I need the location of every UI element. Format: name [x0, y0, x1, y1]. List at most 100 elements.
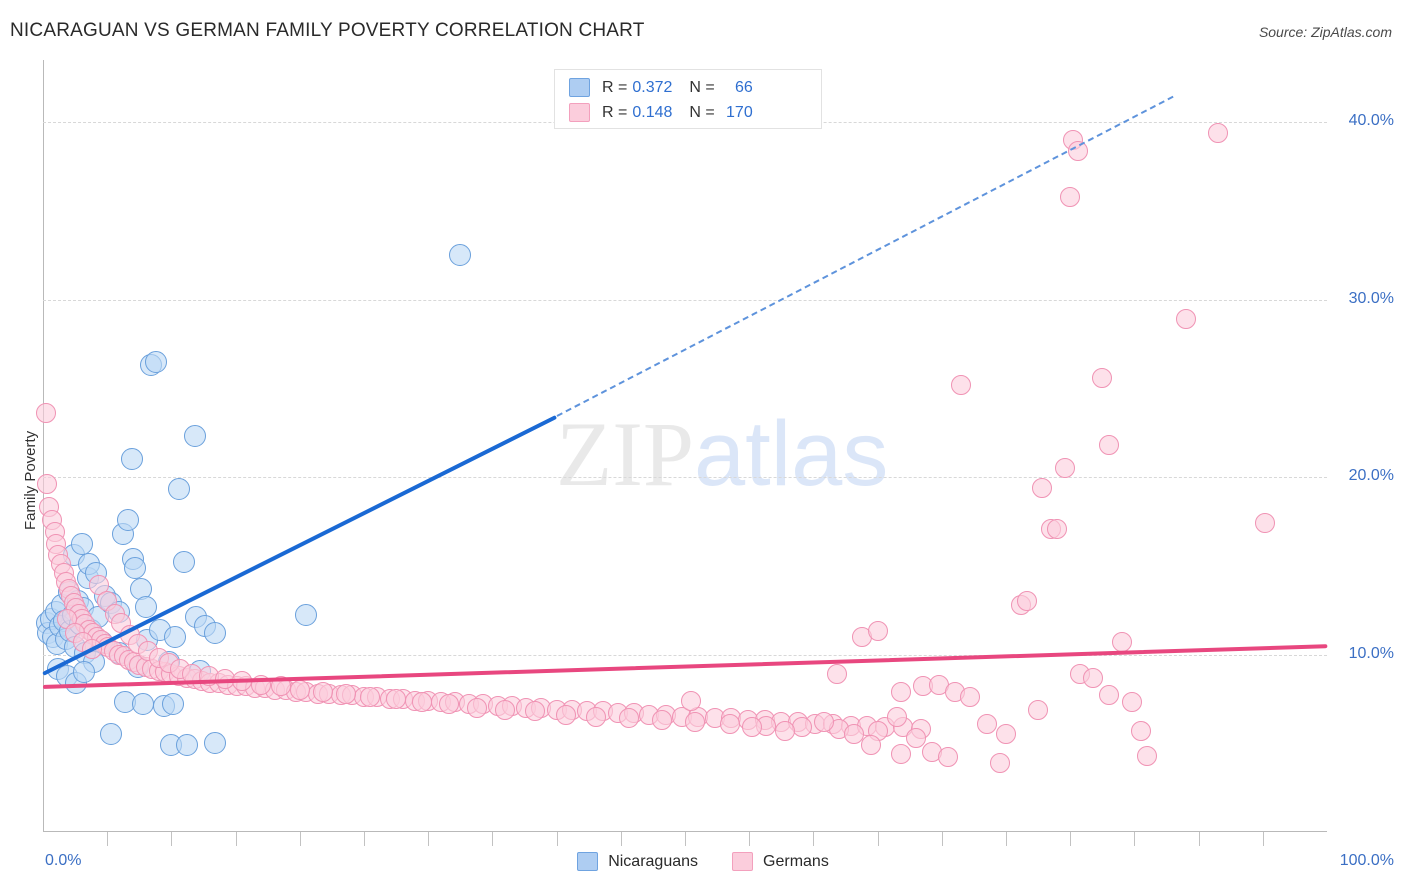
- y-axis-title: Family Poverty: [0, 70, 39, 530]
- data-point-germans[interactable]: [1092, 367, 1113, 388]
- data-point-germans[interactable]: [719, 713, 740, 734]
- data-point-germans[interactable]: [1083, 667, 1104, 688]
- r-value-blue: 0.372: [632, 78, 673, 96]
- data-point-germans[interactable]: [35, 403, 56, 424]
- data-point-nicaraguans[interactable]: [73, 661, 96, 684]
- stats-row-nicaraguans: R = 0.372 N = 66: [569, 75, 809, 100]
- data-point-germans[interactable]: [1130, 720, 1151, 741]
- data-point-germans[interactable]: [861, 735, 882, 756]
- data-point-germans[interactable]: [618, 708, 639, 729]
- data-point-germans[interactable]: [1028, 699, 1049, 720]
- x-axis-tick: [941, 832, 943, 846]
- data-point-germans[interactable]: [36, 474, 57, 495]
- data-point-germans[interactable]: [1055, 458, 1076, 479]
- data-point-nicaraguans[interactable]: [100, 723, 123, 746]
- data-point-germans[interactable]: [1137, 745, 1158, 766]
- data-point-germans[interactable]: [886, 706, 907, 727]
- data-point-nicaraguans[interactable]: [124, 556, 147, 579]
- data-point-nicaraguans[interactable]: [204, 732, 227, 755]
- data-point-germans[interactable]: [844, 724, 865, 745]
- data-point-germans[interactable]: [360, 687, 381, 708]
- data-point-germans[interactable]: [951, 374, 972, 395]
- data-point-germans[interactable]: [741, 717, 762, 738]
- data-point-germans[interactable]: [1031, 477, 1052, 498]
- data-point-germans[interactable]: [938, 747, 959, 768]
- data-point-germans[interactable]: [312, 681, 333, 702]
- data-point-nicaraguans[interactable]: [134, 595, 157, 618]
- data-point-germans[interactable]: [791, 717, 812, 738]
- data-point-germans[interactable]: [1175, 309, 1196, 330]
- legend-item-nicaraguans[interactable]: Nicaraguans: [577, 852, 698, 871]
- data-point-germans[interactable]: [524, 701, 545, 722]
- data-point-germans[interactable]: [906, 727, 927, 748]
- data-point-germans[interactable]: [386, 688, 407, 709]
- data-point-germans[interactable]: [989, 752, 1010, 773]
- r-label-pink: R =: [602, 103, 628, 121]
- data-point-nicaraguans[interactable]: [449, 244, 472, 267]
- data-point-germans[interactable]: [1098, 685, 1119, 706]
- x-axis-tick: [107, 832, 109, 846]
- page-title: NICARAGUAN VS GERMAN FAMILY POVERTY CORR…: [10, 20, 645, 41]
- legend-item-germans[interactable]: Germans: [732, 852, 829, 871]
- data-point-nicaraguans[interactable]: [295, 604, 318, 627]
- data-point-nicaraguans[interactable]: [161, 693, 184, 716]
- data-point-nicaraguans[interactable]: [144, 350, 167, 373]
- data-point-nicaraguans[interactable]: [175, 734, 198, 757]
- data-point-germans[interactable]: [826, 664, 847, 685]
- data-point-germans[interactable]: [813, 711, 834, 732]
- x-axis-label-min: 0.0%: [45, 852, 82, 869]
- data-point-germans[interactable]: [775, 720, 796, 741]
- correlation-stats-box: R = 0.372 N = 66 R = 0.148 N = 170: [554, 69, 822, 129]
- data-point-germans[interactable]: [555, 704, 576, 725]
- data-point-germans[interactable]: [1111, 632, 1132, 653]
- data-point-nicaraguans[interactable]: [173, 551, 196, 574]
- data-point-germans[interactable]: [685, 711, 706, 732]
- series-legend: Nicaraguans Germans: [0, 852, 1406, 871]
- data-point-germans[interactable]: [336, 683, 357, 704]
- data-point-germans[interactable]: [890, 681, 911, 702]
- data-point-germans[interactable]: [289, 680, 310, 701]
- legend-swatch-blue-icon: [577, 852, 599, 871]
- data-point-germans[interactable]: [1060, 186, 1081, 207]
- y-axis-line: [43, 60, 44, 832]
- data-point-germans[interactable]: [867, 621, 888, 642]
- data-point-germans[interactable]: [495, 699, 516, 720]
- data-point-germans[interactable]: [1098, 435, 1119, 456]
- x-axis-tick: [171, 832, 173, 846]
- data-point-germans[interactable]: [1067, 140, 1088, 161]
- y-axis-tick-label: 20.0%: [1348, 467, 1394, 485]
- data-point-germans[interactable]: [996, 724, 1016, 745]
- x-axis-tick: [620, 832, 622, 846]
- data-point-germans[interactable]: [438, 694, 459, 715]
- data-point-nicaraguans[interactable]: [183, 425, 206, 448]
- data-point-germans[interactable]: [1121, 692, 1142, 713]
- legend-label-nicaraguans: Nicaraguans: [608, 852, 699, 870]
- data-point-germans[interactable]: [1255, 513, 1276, 534]
- data-point-germans[interactable]: [976, 713, 997, 734]
- gridline: [43, 477, 1327, 479]
- data-point-germans[interactable]: [411, 692, 432, 713]
- source-attribution: Source: ZipAtlas.com: [1258, 24, 1392, 40]
- data-point-germans[interactable]: [466, 697, 487, 718]
- data-point-nicaraguans[interactable]: [204, 622, 227, 645]
- data-point-nicaraguans[interactable]: [120, 448, 143, 471]
- data-point-nicaraguans[interactable]: [168, 478, 191, 501]
- trendline-germans: [42, 643, 1328, 689]
- data-point-germans[interactable]: [1207, 122, 1228, 143]
- data-point-germans[interactable]: [890, 743, 911, 764]
- data-point-germans[interactable]: [1016, 591, 1037, 612]
- x-axis-tick: [1198, 832, 1200, 846]
- x-axis-tick: [685, 832, 686, 846]
- scatter-plot-area[interactable]: [35, 60, 1328, 832]
- trendline-nicaraguans-solid: [42, 415, 558, 677]
- x-axis-tick: [877, 832, 879, 846]
- data-point-germans[interactable]: [586, 706, 607, 727]
- data-point-germans[interactable]: [1047, 518, 1068, 539]
- data-point-nicaraguans[interactable]: [132, 693, 155, 716]
- data-point-germans[interactable]: [651, 710, 672, 731]
- data-point-germans[interactable]: [681, 690, 702, 711]
- data-point-germans[interactable]: [960, 687, 981, 708]
- data-point-nicaraguans[interactable]: [164, 625, 187, 648]
- data-point-nicaraguans[interactable]: [116, 508, 139, 531]
- y-axis-tick-label: 30.0%: [1348, 289, 1394, 307]
